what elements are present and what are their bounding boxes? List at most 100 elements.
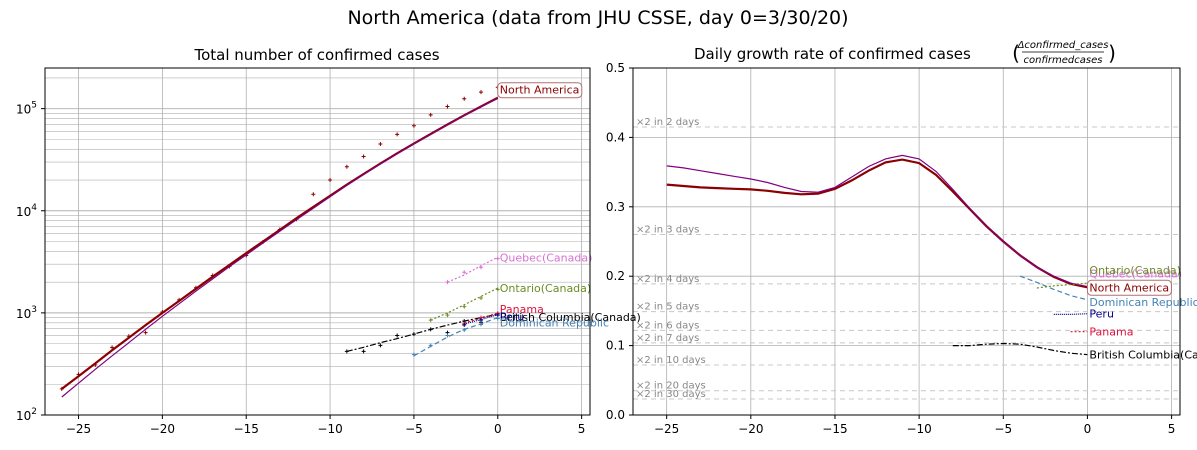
scatter-point (411, 123, 416, 128)
right-panel-title: Daily growth rate of confirmed cases Δco… (694, 40, 1116, 66)
series-label: Panama (500, 303, 544, 316)
north-america-label-box (1086, 279, 1172, 296)
doubling-guide-label: ×2 in 5 days (636, 302, 699, 313)
series-label: Quebec(Canada) (500, 251, 593, 264)
north-america-label-box (497, 82, 583, 99)
axes-frame (44, 67, 591, 416)
scatter-point (126, 334, 131, 339)
series-line (666, 154, 1088, 288)
series-label: Dominican Republic (1089, 296, 1197, 309)
y-tick-label: 0.1 (606, 339, 625, 353)
y-ticks: 102 103 104 105 (16, 101, 45, 423)
x-tick-label: −5 (405, 422, 423, 436)
x-tick-label: −15 (822, 422, 847, 436)
doubling-guide-label: ×2 in 6 days (636, 320, 699, 331)
series-line (952, 342, 1088, 356)
doubling-guide-label: ×2 in 4 days (636, 274, 699, 285)
scatter-point (361, 349, 366, 354)
doubling-guide-label: ×2 in 3 days (636, 225, 699, 236)
series-label: British Columbia(Canada) (1089, 349, 1197, 362)
series-label: Ontario(Canada) (500, 282, 591, 295)
series-labels: Quebec(Canada)North America Dominican Rep… (1086, 264, 1197, 362)
grid (633, 67, 1180, 416)
series-label: Quebec(Canada) (1089, 268, 1182, 281)
scatter-point (110, 345, 115, 350)
series-line (1019, 275, 1088, 301)
x-ticks: −25 −20 −15 −10 −5 0 5 (654, 415, 1175, 436)
y-tick-label: 105 (16, 101, 37, 117)
scatter-point (344, 164, 349, 169)
doubling-guide-label: ×2 in 30 days (636, 389, 706, 400)
series-line (1036, 282, 1088, 289)
x-tick-label: −25 (654, 422, 679, 436)
y-tick-label: 0.5 (606, 61, 625, 75)
scatter-point (428, 343, 433, 348)
scatter-point (479, 318, 483, 323)
scatter-point (143, 330, 148, 335)
y-tick-label: 103 (16, 305, 37, 321)
right-panel: ×2 in 2 days ×2 in 3 days ×2 in 4 days ×2 i… (606, 61, 1197, 436)
scatter-point (177, 297, 182, 302)
doubling-guide-label: ×2 in 2 days (636, 117, 699, 128)
title-fraction-denominator: confirmedcases (1024, 55, 1103, 66)
doubling-guide-label: ×2 in 20 days (636, 381, 706, 392)
scatter-point (193, 285, 198, 290)
x-tick-label: 0 (1084, 422, 1092, 436)
x-tick-label: −20 (738, 422, 763, 436)
scatter-point (428, 112, 433, 117)
y-tick-label: 0.4 (606, 130, 625, 144)
x-tick-label: 0 (494, 422, 502, 436)
series-line (430, 287, 499, 321)
scatter-point (76, 372, 81, 377)
y-tick-label: 102 (16, 407, 37, 423)
title-paren-left: ( (1012, 41, 1020, 65)
y-tick-label: 0.0 (606, 408, 625, 422)
scatter-point (479, 322, 483, 327)
y-tick-label: 0.2 (606, 269, 625, 283)
series-label: Panama (1089, 326, 1133, 339)
scatter-point (411, 332, 416, 337)
series-group (59, 85, 500, 398)
x-tick-label: 5 (578, 422, 586, 436)
scatter-point (479, 265, 483, 270)
series-label: British Columbia(Canada) (500, 311, 641, 324)
doubling-guides: ×2 in 2 days ×2 in 3 days ×2 in 4 days ×2 i… (633, 117, 1180, 400)
y-tick-label: 0.3 (606, 200, 625, 214)
series-label: Ontario(Canada) (1089, 264, 1180, 277)
series-line (413, 317, 499, 357)
series-label: North America (500, 84, 580, 97)
scatter-point (495, 287, 500, 292)
x-tick-label: −20 (150, 422, 175, 436)
title-fraction-numerator: Δconfirmed_cases (1017, 40, 1109, 51)
scatter-point (344, 349, 349, 354)
series-label: Peru (500, 311, 525, 324)
scatter-point (445, 333, 450, 338)
series-line (346, 313, 498, 352)
scatter-point (210, 273, 215, 278)
y-ticks: 0.0 0.1 0.2 0.3 0.4 0.5 (606, 61, 633, 422)
axes-frame (632, 67, 1181, 416)
scatter-point (495, 316, 500, 321)
right-panel-title-text: Daily growth rate of confirmed cases (694, 45, 971, 63)
scatter-point (411, 352, 416, 357)
series-group (666, 154, 1088, 356)
left-panel: North America Quebec(Canada) Ontario(Canad… (16, 67, 641, 436)
series-label: Dominican Republic (500, 317, 609, 330)
series-line (1053, 313, 1088, 315)
scatter-point (479, 90, 483, 95)
series-line (666, 158, 1088, 289)
scatter-point (462, 270, 467, 275)
scatter-point (428, 327, 433, 332)
scatter-point (160, 310, 165, 315)
series-label: North America (1089, 281, 1169, 294)
scatter-point (361, 154, 366, 159)
scatter-point (395, 132, 400, 137)
scatter-point (479, 295, 483, 300)
scatter-point (93, 362, 98, 367)
series-line (447, 256, 499, 283)
scatter-point (328, 178, 333, 183)
title-paren-right: ) (1108, 41, 1116, 65)
x-ticks: −25 −20 −15 −10 −5 0 5 (66, 415, 586, 436)
scatter-point (445, 313, 450, 318)
